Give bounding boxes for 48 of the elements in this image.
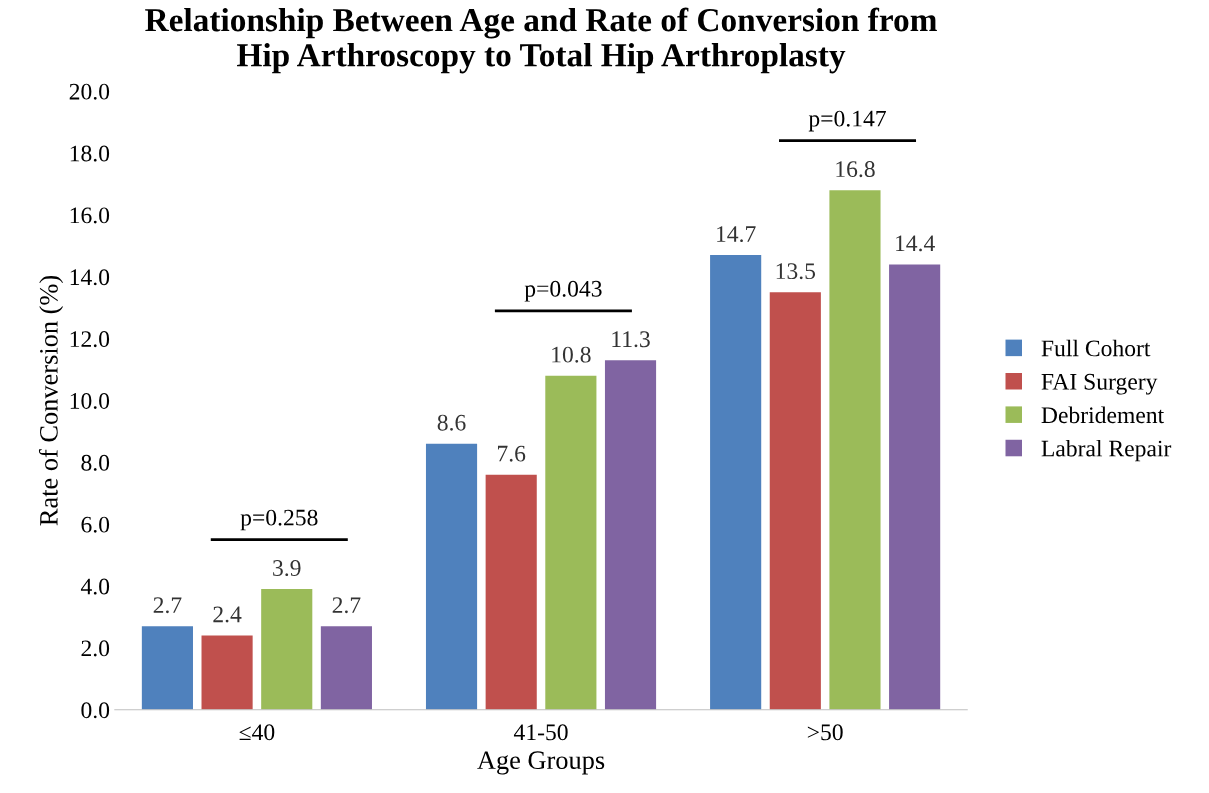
annotation: p=0.258 <box>240 509 318 531</box>
bar <box>261 589 313 710</box>
data-label: 11.3 <box>612 331 650 348</box>
y-tick-label: 6.0 <box>81 516 110 533</box>
bar <box>829 190 881 710</box>
y-tick-label: 10.0 <box>70 392 110 409</box>
legend-label: Debridement <box>1041 406 1165 424</box>
bar <box>545 375 597 710</box>
data-label: 7.6 <box>498 445 526 462</box>
legend-label: Labral Repair <box>1041 439 1172 462</box>
bar <box>604 360 657 710</box>
data-label: 2.4 <box>213 606 242 623</box>
y-tick-label: 0.0 <box>81 702 110 719</box>
x-tick-label: ≤40 <box>239 724 275 741</box>
bar <box>710 255 762 710</box>
y-tick-label: 12.0 <box>70 331 110 348</box>
data-label: 2.7 <box>153 597 182 614</box>
data-label: 13.5 <box>776 263 816 280</box>
y-axis-title: Rate of Conversion (%) <box>38 275 64 526</box>
data-label: 14.7 <box>717 226 756 243</box>
y-tick-label: 4.0 <box>80 578 110 595</box>
bar <box>320 626 372 710</box>
y-tick-label: 16.0 <box>70 207 110 224</box>
y-tick-label: 18.0 <box>70 145 110 162</box>
legend-label: Full Cohort <box>1041 339 1151 357</box>
y-tick-label: 8.0 <box>81 454 110 471</box>
annotation: p=0.147 <box>808 110 886 132</box>
y-tick-label: 14.0 <box>70 269 110 286</box>
data-label: 8.6 <box>437 414 466 431</box>
y-tick-label: 20.0 <box>69 83 110 100</box>
data-label: 3.9 <box>273 560 301 577</box>
bar <box>769 292 821 710</box>
bar <box>201 635 253 710</box>
data-label: 10.8 <box>552 346 591 363</box>
data-label: 16.8 <box>836 161 875 178</box>
y-tick-label: 2.0 <box>81 640 110 657</box>
legend-label: FAI Surgery <box>1041 373 1158 395</box>
data-label: 14.4 <box>896 235 935 252</box>
annotation: p=0.043 <box>524 280 602 302</box>
bar <box>485 474 537 710</box>
data-label: 2.7 <box>332 597 361 614</box>
chart-title: Relationship Between Age and Rate of Conversion from Hip Arthroscopy to Total Hip Arthroplasty <box>145 7 937 74</box>
bar <box>141 626 193 710</box>
x-tick-label: >50 <box>807 724 843 741</box>
bar <box>425 443 478 710</box>
bar <box>889 264 941 710</box>
x-axis-title: Age Groups <box>477 751 605 775</box>
x-tick-label: 41-50 <box>513 724 568 741</box>
